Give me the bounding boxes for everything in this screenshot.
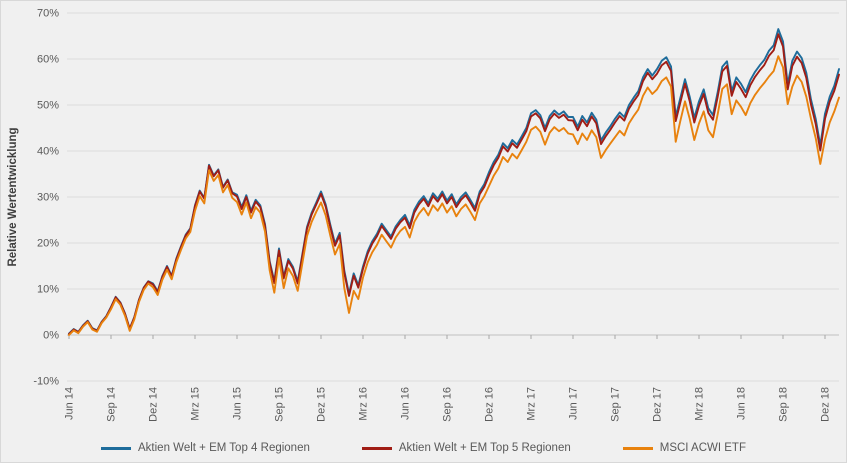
y-axis-title: Relative Wertentwicklung [7, 127, 19, 266]
x-tick-label: Mrz 18 [694, 387, 706, 421]
y-tick-label: 50% [37, 100, 59, 112]
legend-line-swatch [101, 446, 132, 450]
y-tick-label: 20% [37, 238, 59, 250]
x-tick-label: Mrz 16 [358, 387, 370, 421]
legend-item: MSCI ACWI ETF [622, 442, 746, 454]
legend-line-swatch [361, 446, 392, 450]
legend-item: Aktien Welt + EM Top 4 Regionen [101, 442, 310, 454]
series-line-2 [68, 33, 840, 336]
x-tick-label: Jun 15 [232, 387, 244, 420]
x-tick-label: Dez 15 [316, 387, 328, 422]
y-tick-label: 30% [37, 192, 59, 204]
legend-label: Aktien Welt + EM Top 5 Regionen [398, 442, 571, 454]
y-tick-label: -10% [33, 376, 59, 388]
x-tick-label: Jun 18 [736, 387, 748, 420]
chart-plot-area: 70% 60% 50% 40% 30% 20% 10% 0% -10% Jun 14 Sep 14 D… [7, 8, 840, 422]
x-tick-label: Sep 16 [442, 387, 454, 422]
x-tick-label: Jun 14 [64, 387, 76, 420]
y-tick-label: 10% [37, 284, 59, 296]
x-tick-label: Sep 18 [778, 387, 790, 422]
y-tick-label: 40% [37, 146, 59, 158]
x-tick-label: Jun 16 [400, 387, 412, 420]
x-tick-label: Dez 18 [820, 387, 832, 422]
legend-label: Aktien Welt + EM Top 4 Regionen [138, 442, 310, 454]
legend-label: MSCI ACWI ETF [659, 442, 746, 454]
x-tick-label: Dez 14 [148, 387, 160, 422]
x-tick-label: Sep 17 [610, 387, 622, 422]
x-tick-label: Mrz 17 [526, 387, 538, 421]
legend-item: Aktien Welt + EM Top 5 Regionen [361, 442, 571, 454]
y-tick-label: 70% [37, 8, 59, 20]
x-tick-label: Sep 15 [274, 387, 286, 422]
series-line-3 [68, 55, 840, 336]
x-tick-label: Dez 16 [484, 387, 496, 422]
x-tick-label: Sep 14 [106, 387, 118, 422]
y-tick-label: 0% [43, 330, 59, 342]
legend-line-swatch [622, 446, 653, 450]
x-tick-label: Mrz 15 [190, 387, 202, 421]
y-tick-label: 60% [37, 54, 59, 66]
x-tick-label: Jun 17 [568, 387, 580, 420]
chart-legend: Aktien Welt + EM Top 4 Regionen Aktien We… [1, 435, 846, 461]
series-line-1 [68, 28, 840, 335]
x-tick-label: Dez 17 [652, 387, 664, 422]
